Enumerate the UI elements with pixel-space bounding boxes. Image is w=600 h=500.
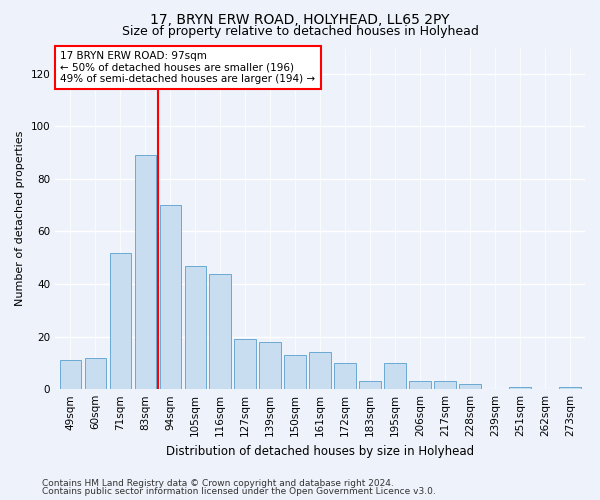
- Bar: [334, 363, 356, 389]
- Bar: [209, 274, 231, 389]
- Text: Contains HM Land Registry data © Crown copyright and database right 2024.: Contains HM Land Registry data © Crown c…: [42, 478, 394, 488]
- Bar: [235, 339, 256, 389]
- Bar: [385, 363, 406, 389]
- Text: 17 BRYN ERW ROAD: 97sqm
← 50% of detached houses are smaller (196)
49% of semi-d: 17 BRYN ERW ROAD: 97sqm ← 50% of detache…: [61, 51, 316, 84]
- Text: 17, BRYN ERW ROAD, HOLYHEAD, LL65 2PY: 17, BRYN ERW ROAD, HOLYHEAD, LL65 2PY: [150, 12, 450, 26]
- X-axis label: Distribution of detached houses by size in Holyhead: Distribution of detached houses by size …: [166, 444, 474, 458]
- Bar: [160, 205, 181, 389]
- Bar: [359, 382, 380, 389]
- Bar: [259, 342, 281, 389]
- Y-axis label: Number of detached properties: Number of detached properties: [15, 130, 25, 306]
- Bar: [85, 358, 106, 389]
- Bar: [559, 386, 581, 389]
- Bar: [284, 355, 306, 389]
- Bar: [434, 382, 455, 389]
- Bar: [185, 266, 206, 389]
- Bar: [409, 382, 431, 389]
- Text: Contains public sector information licensed under the Open Government Licence v3: Contains public sector information licen…: [42, 487, 436, 496]
- Bar: [509, 386, 530, 389]
- Bar: [110, 252, 131, 389]
- Text: Size of property relative to detached houses in Holyhead: Size of property relative to detached ho…: [122, 25, 478, 38]
- Bar: [460, 384, 481, 389]
- Bar: [310, 352, 331, 389]
- Bar: [59, 360, 81, 389]
- Bar: [134, 156, 156, 389]
